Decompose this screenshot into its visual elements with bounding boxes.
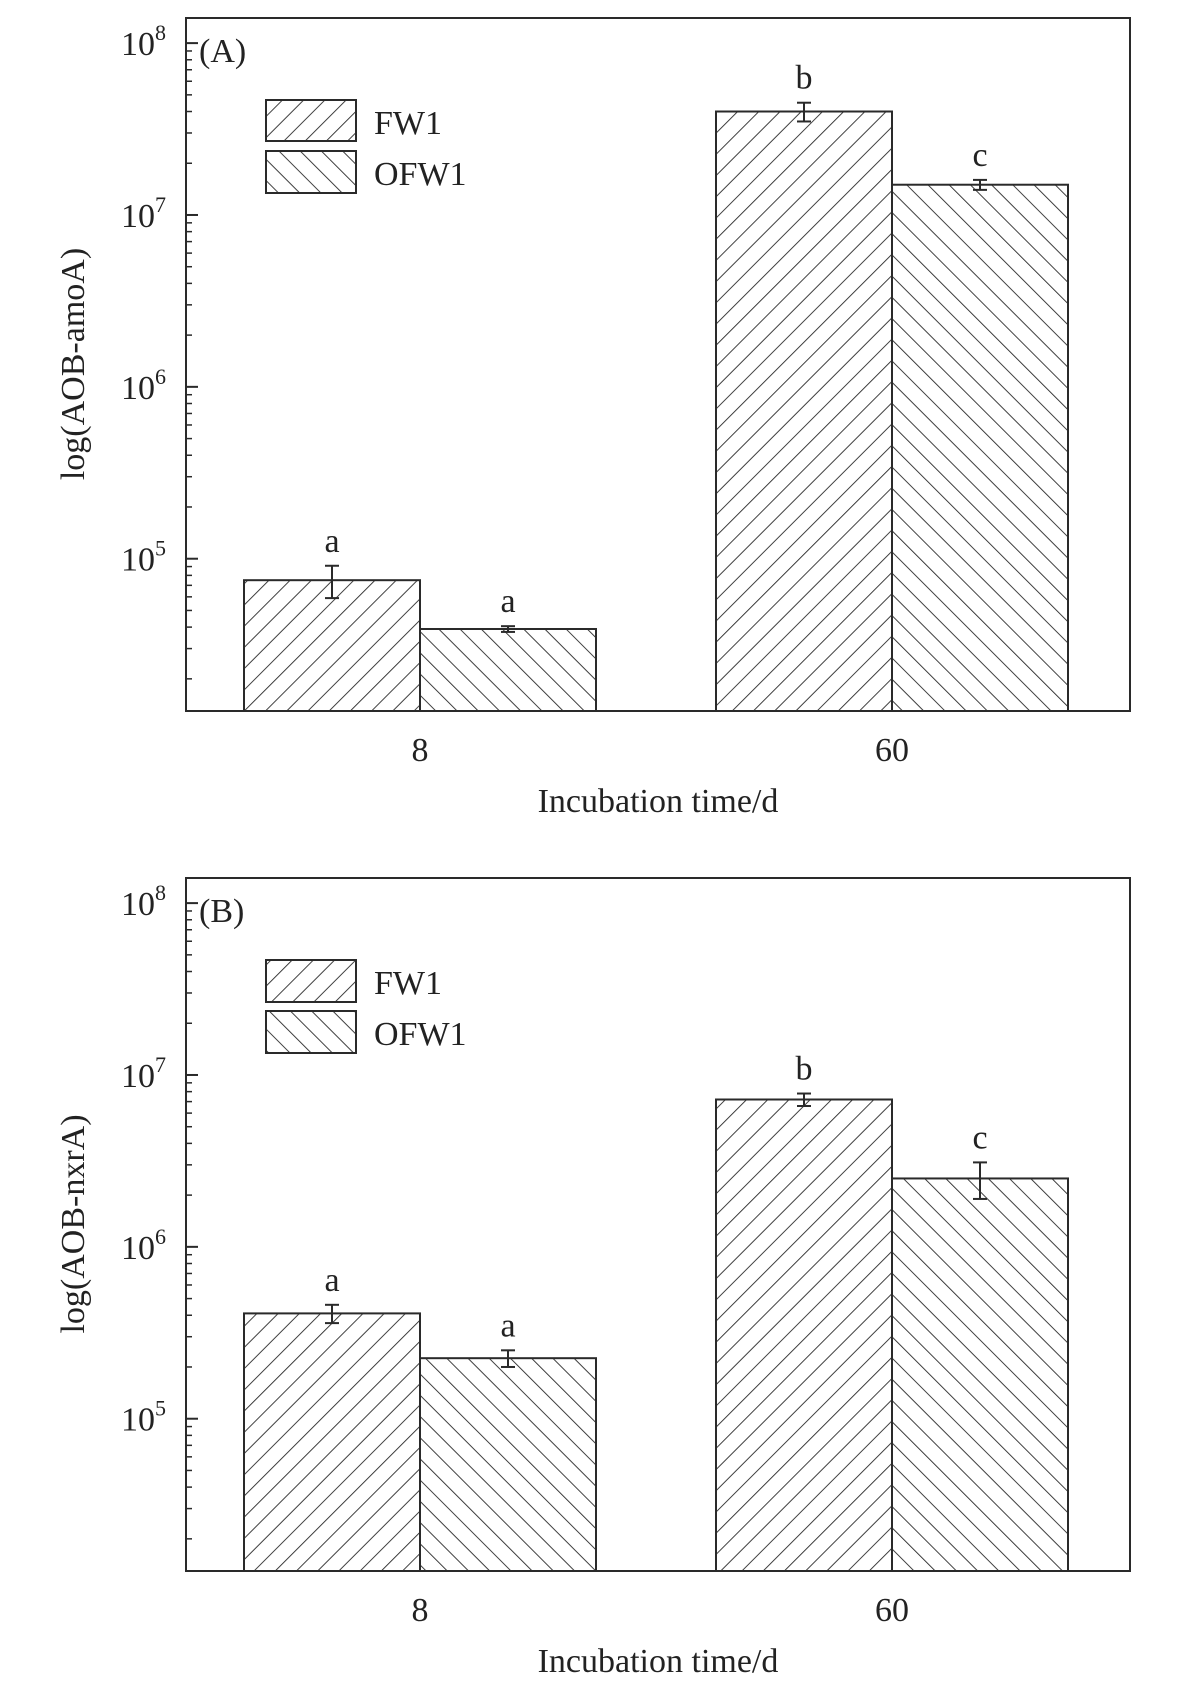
bar-fw1-8 <box>243 1312 421 1572</box>
legend-swatch-fw1 <box>265 959 357 1003</box>
significance-label: c <box>972 137 987 174</box>
bars-b: a a b c <box>243 1051 1069 1572</box>
significance-label: c <box>972 1119 987 1156</box>
panel-label-b: (B) <box>199 893 244 930</box>
bar-ofw1-8 <box>419 627 597 712</box>
legend-swatch-ofw1 <box>265 1010 357 1054</box>
x-tick-label: 8 <box>412 1592 429 1629</box>
x-axis-title-a: Incubation time/d <box>538 783 779 820</box>
x-tick-label: 8 <box>412 732 429 769</box>
y-axis-b: 105 106 107 108 <box>121 880 198 1540</box>
chart-panel-b: (B) 105 106 107 108 a a b c 8 60 FW1 OFW1 Incub… <box>55 877 1131 1680</box>
significance-label: a <box>500 583 515 620</box>
bar-fw1-60 <box>715 110 893 713</box>
y-tick-label: 108 <box>121 20 166 63</box>
significance-label: b <box>796 1051 813 1088</box>
bar-ofw1-60 <box>891 183 1069 713</box>
significance-label: a <box>324 523 339 560</box>
y-tick-label: 105 <box>121 1396 166 1439</box>
x-axis-a: 8 60 <box>412 732 910 769</box>
bars-a: a a b c <box>243 60 1069 713</box>
plot-frame-a <box>185 17 1131 712</box>
bar-fw1-8 <box>243 579 421 712</box>
y-tick-label: 105 <box>121 536 166 579</box>
legend-label-fw1: FW1 <box>374 105 442 142</box>
significance-label: a <box>500 1307 515 1344</box>
panel-label-a: (A) <box>199 33 246 70</box>
legend-label-ofw1: OFW1 <box>374 1016 467 1053</box>
legend-label-ofw1: OFW1 <box>374 156 467 193</box>
chart-panel-a: (A) 105 106 107 108 a a b c 8 60 FW1 OFW1 Incub… <box>55 17 1131 820</box>
significance-label: a <box>324 1262 339 1299</box>
legend-swatch-ofw1 <box>265 150 357 194</box>
y-tick-label: 108 <box>121 880 166 923</box>
y-axis-title-b: log(AOB-nxrA) <box>55 1114 92 1333</box>
y-axis-title-a: log(AOB-amoA) <box>55 248 92 480</box>
legend-b: FW1 OFW1 <box>265 959 467 1054</box>
y-tick-label: 106 <box>121 1224 166 1267</box>
y-axis-a: 105 106 107 108 <box>121 20 198 680</box>
significance-label: b <box>796 60 813 97</box>
x-tick-label: 60 <box>875 1592 909 1629</box>
x-axis-title-b: Incubation time/d <box>538 1643 779 1680</box>
legend-label-fw1: FW1 <box>374 965 442 1002</box>
plot-frame-b <box>185 877 1131 1572</box>
legend-a: FW1 OFW1 <box>265 99 467 194</box>
legend-swatch-fw1 <box>265 99 357 142</box>
y-tick-label: 107 <box>121 1052 166 1095</box>
x-tick-label: 60 <box>875 732 909 769</box>
bar-fw1-60 <box>715 1098 893 1572</box>
x-axis-b: 8 60 <box>412 1592 910 1629</box>
y-tick-label: 106 <box>121 364 166 407</box>
bar-ofw1-8 <box>419 1357 597 1572</box>
bar-ofw1-60 <box>891 1177 1069 1572</box>
y-tick-label: 107 <box>121 192 166 235</box>
